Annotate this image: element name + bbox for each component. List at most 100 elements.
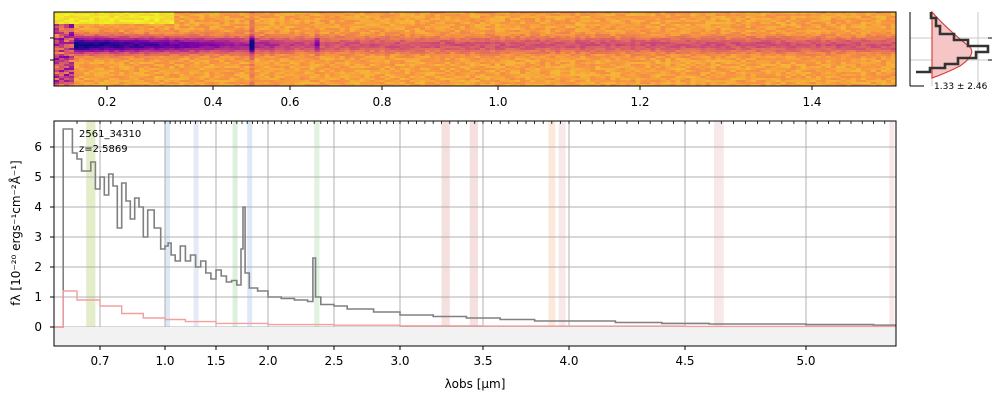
heatmap-cell [510, 28, 516, 31]
heatmap-cell [244, 70, 250, 73]
heatmap-cell [94, 54, 100, 57]
heatmap-cell [810, 40, 817, 43]
heatmap-cell [545, 44, 551, 47]
heatmap-cell [299, 54, 305, 57]
heatmap-cell [124, 42, 130, 45]
heatmap-cell [359, 62, 366, 65]
heatmap-cell [595, 52, 601, 55]
heatmap-cell [94, 52, 100, 55]
heatmap-cell [129, 24, 135, 27]
heatmap-cell [169, 12, 175, 15]
heatmap-cell [314, 58, 321, 61]
heatmap-cell [364, 52, 371, 55]
heatmap-cell [505, 56, 511, 59]
heatmap-cell [159, 16, 165, 19]
heatmap-cell [785, 50, 792, 53]
heatmap-cell [349, 12, 356, 15]
heatmap-cell [830, 50, 837, 53]
heatmap-cell [625, 18, 631, 21]
heatmap-cell [234, 24, 240, 27]
heatmap-cell [710, 52, 716, 55]
heatmap-cell [294, 54, 300, 57]
heatmap-cell [630, 70, 636, 73]
heatmap-cell [585, 18, 591, 21]
heatmap-cell [490, 28, 496, 31]
heatmap-cell [755, 20, 762, 23]
heatmap-cell [610, 34, 616, 37]
heatmap-cell [199, 28, 205, 31]
heatmap-cell [64, 46, 70, 49]
heatmap-cell [890, 42, 896, 45]
heatmap-cell [374, 64, 381, 67]
heatmap-cell [154, 34, 160, 37]
heatmap-cell [765, 28, 772, 31]
heatmap-cell [555, 12, 561, 15]
heatmap-cell [164, 48, 170, 51]
heatmap-cell [805, 52, 812, 55]
heatmap-cell [610, 32, 616, 35]
heatmap-cell [795, 66, 802, 69]
heatmap-cell [234, 16, 240, 19]
heatmap-cell [860, 34, 867, 37]
heatmap-cell [510, 24, 516, 27]
heatmap-cell [515, 24, 521, 27]
heatmap-cell [810, 16, 817, 19]
heatmap-cell [464, 64, 471, 67]
heatmap-cell [615, 20, 621, 23]
heatmap-cell [59, 14, 65, 17]
heatmap-cell [339, 48, 346, 51]
heatmap-cell [289, 40, 295, 43]
heatmap-cell [590, 16, 596, 19]
heatmap-cell [149, 50, 155, 53]
heatmap-cell [865, 44, 872, 47]
heatmap-cell [860, 36, 867, 39]
heatmap-cell [399, 64, 406, 67]
heatmap-cell [214, 60, 220, 63]
heatmap-cell [750, 56, 757, 59]
heatmap-cell [344, 44, 351, 47]
heatmap-cell [269, 26, 275, 29]
heatmap-cell [229, 44, 235, 47]
heatmap-cell [490, 24, 496, 27]
heatmap-cell [820, 36, 827, 39]
heatmap-cell [500, 30, 506, 33]
heatmap-cell [495, 22, 501, 25]
heatmap-cell [630, 48, 636, 51]
heatmap-cell [304, 38, 311, 41]
heatmap-cell [354, 28, 361, 31]
heatmap-cell [620, 62, 626, 65]
heatmap-cell [444, 56, 451, 59]
heatmap-cell [860, 66, 867, 69]
heatmap-cell [760, 40, 767, 43]
heatmap-cell [374, 28, 381, 31]
heatmap-cell [464, 46, 471, 49]
heatmap-cell [444, 22, 451, 25]
heatmap-cell [665, 56, 671, 59]
heatmap-cell [690, 46, 696, 49]
heatmap-cell [364, 48, 371, 51]
heatmap-cell [855, 68, 862, 71]
heatmap-cell [339, 34, 346, 37]
heatmap-cell [199, 18, 205, 21]
heatmap-cell [810, 34, 817, 37]
heatmap-cell [324, 56, 331, 59]
heatmap-cell [64, 50, 70, 53]
heatmap-cell [600, 22, 606, 25]
heatmap-cell [444, 44, 451, 47]
heatmap-cell [129, 58, 135, 61]
heatmap-cell [234, 30, 240, 33]
heatmap-cell [144, 22, 150, 25]
heatmap-cell [700, 52, 706, 55]
heatmap-cell [785, 18, 792, 21]
heatmap-cell [254, 52, 260, 55]
heatmap-cell [475, 20, 481, 23]
heatmap-cell [490, 68, 496, 71]
heatmap-cell [84, 38, 90, 41]
heatmap-cell [655, 16, 661, 19]
heatmap-cell [339, 14, 346, 17]
heatmap-cell [520, 40, 526, 43]
heatmap-cell [99, 42, 105, 45]
heatmap-cell [690, 68, 696, 71]
heatmap-cell [219, 66, 225, 69]
heatmap-cell [630, 62, 636, 65]
